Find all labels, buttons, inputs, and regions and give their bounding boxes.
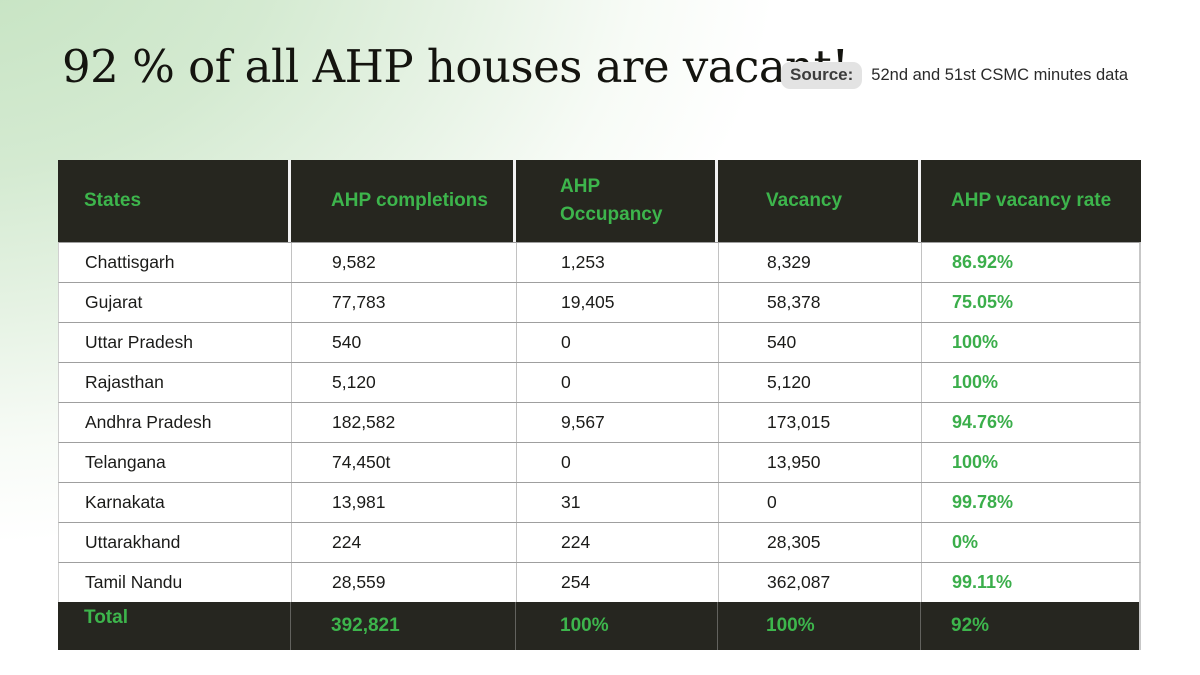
vacancy-value: 58,378 [719,283,922,322]
state-name: Gujarat [59,283,292,322]
source-text: 52nd and 51st CSMC minutes data [871,66,1129,84]
table-header-row: States AHP completions AHP Occupancy Vac… [58,160,1141,242]
vacancy-value: 0 [719,483,922,522]
vacancy-value: 540 [719,323,922,362]
vacancy-rate-value: 94.76% [952,412,1014,432]
state-name: Telangana [59,443,292,482]
vacancy-value: 362,087 [719,563,922,602]
column-header-states: States [58,160,291,242]
occupancy-value: 254 [517,563,719,602]
vacancy-value: 13,950 [719,443,922,482]
completions-value: 13,981 [292,483,517,522]
table-row: Telangana 74,450t 0 13,950 100% [58,442,1141,482]
occupancy-value: 1,253 [517,243,719,282]
table-row: Rajasthan 5,120 0 5,120 100% [58,362,1141,402]
vacancy-value: 8,329 [719,243,922,282]
occupancy-value: 19,405 [517,283,719,322]
page-title: 92 % of all AHP houses are vacant! [62,40,849,93]
vacancy-rate-value: 0% [952,532,979,552]
occupancy-value: 0 [517,363,719,402]
table-row: Uttarakhand 224 224 28,305 0% [58,522,1141,562]
table-row: Gujarat 77,783 19,405 58,378 75.05% [58,282,1141,322]
table-row: Tamil Nandu 28,559 254 362,087 99.11% [58,562,1141,602]
occupancy-value: 9,567 [517,403,719,442]
column-header-vacancy-rate: AHP vacancy rate [951,189,1112,211]
state-name: Uttar Pradesh [59,323,292,362]
vacancy-value: 5,120 [719,363,922,402]
total-completions: 392,821 [291,602,516,650]
vacancy-rate-value: 99.11% [952,572,1013,592]
completions-value: 224 [292,523,517,562]
vacancy-rate-value: 99.78% [952,492,1014,512]
occupancy-value: 0 [517,443,719,482]
vacancy-rate-value: 100% [952,452,999,472]
state-name: Andhra Pradesh [59,403,292,442]
vacancy-rate-value: 86.92% [952,252,1014,272]
table-row: Chattisgarh 9,582 1,253 8,329 86.92% [58,242,1141,282]
completions-value: 28,559 [292,563,517,602]
table-total-row: Total 392,821 100% 100% 92% [58,602,1141,650]
column-header-vacancy: Vacancy [718,160,921,242]
state-name: Tamil Nandu [59,563,292,602]
source-attribution: Source: 52nd and 51st CSMC minutes data [781,62,1128,89]
ahp-vacancy-table: States AHP completions AHP Occupancy Vac… [58,160,1141,650]
column-header-completions: AHP completions [291,160,516,242]
total-label: Total [58,602,291,650]
total-occupancy: 100% [516,602,718,650]
total-vacancy-rate: 92% [951,615,990,636]
source-label: Source: [781,62,863,89]
vacancy-rate-value: 100% [952,372,999,392]
state-name: Karnakata [59,483,292,522]
vacancy-rate-value: 100% [952,332,999,352]
occupancy-value: 0 [517,323,719,362]
occupancy-value: 224 [517,523,719,562]
completions-value: 9,582 [292,243,517,282]
table-row: Uttar Pradesh 540 0 540 100% [58,322,1141,362]
table-row: Andhra Pradesh 182,582 9,567 173,015 94.… [58,402,1141,442]
state-name: Chattisgarh [59,243,292,282]
vacancy-value: 28,305 [719,523,922,562]
table-row: Karnakata 13,981 31 0 99.78% [58,482,1141,522]
vacancy-value: 173,015 [719,403,922,442]
column-header-occupancy: AHP Occupancy [516,160,718,242]
occupancy-value: 31 [517,483,719,522]
total-vacancy: 100% [718,602,921,650]
completions-value: 74,450t [292,443,517,482]
completions-value: 182,582 [292,403,517,442]
completions-value: 5,120 [292,363,517,402]
state-name: Uttarakhand [59,523,292,562]
completions-value: 540 [292,323,517,362]
state-name: Rajasthan [59,363,292,402]
vacancy-rate-value: 75.05% [952,292,1014,312]
completions-value: 77,783 [292,283,517,322]
